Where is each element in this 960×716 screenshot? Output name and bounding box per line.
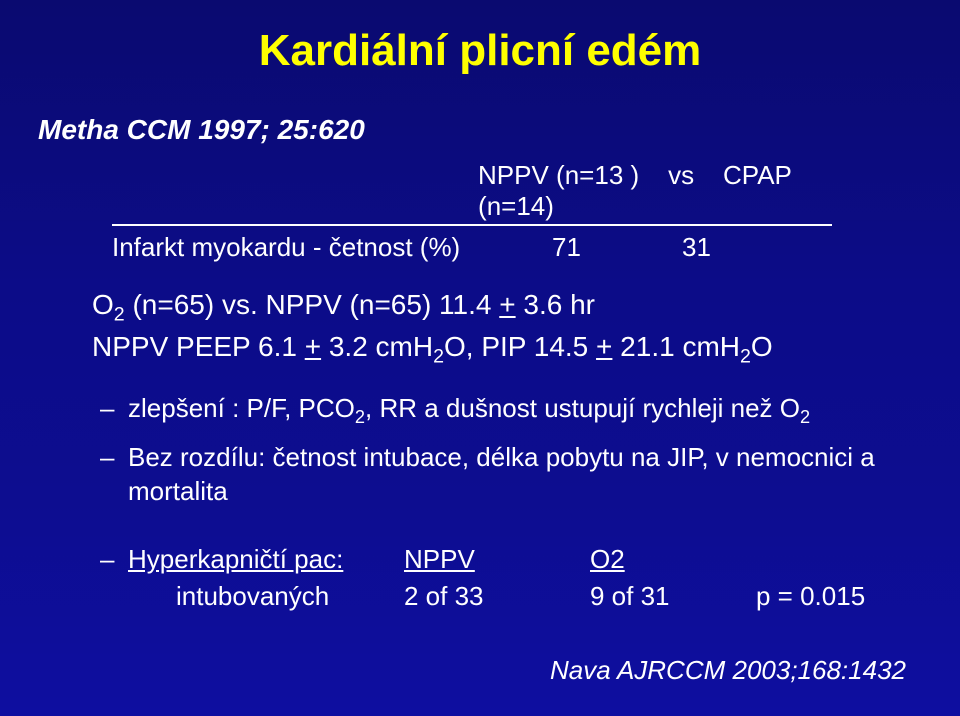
table-rule bbox=[112, 224, 832, 226]
mid-o: O bbox=[92, 289, 114, 320]
bullet-text: Bez rozdílu: četnost intubace, délka pob… bbox=[128, 441, 890, 508]
hyper-p: p = 0.015 bbox=[756, 581, 865, 612]
mid-pm3: + bbox=[596, 331, 612, 362]
mid-line-1: O2 (n=65) vs. NPPV (n=65) 11.4 + 3.6 hr bbox=[92, 286, 773, 328]
mid-2b-sub: 2 bbox=[433, 346, 444, 368]
hyper-v1: 2 of 33 bbox=[404, 581, 590, 612]
mid-2e: O bbox=[751, 331, 773, 362]
table-row: Infarkt myokardu - četnost (%) 71 31 bbox=[112, 232, 832, 263]
hyper-dash: – bbox=[100, 544, 128, 575]
bullet-dash: – bbox=[100, 441, 128, 508]
bullet-list: – zlepšení : P/F, PCO2, RR a dušnost ust… bbox=[100, 392, 890, 520]
table-row-v2: 31 bbox=[682, 232, 782, 263]
hyper-empty bbox=[100, 581, 128, 612]
b0-pre: zlepšení : P/F, PCO bbox=[128, 393, 355, 423]
citation-bottom: Nava AJRCCM 2003;168:1432 bbox=[550, 655, 906, 686]
mid-o-sub: 2 bbox=[114, 304, 125, 326]
b0-sub2: 2 bbox=[800, 407, 810, 427]
mid-2d-sub: 2 bbox=[740, 346, 751, 368]
bullet-dash: – bbox=[100, 392, 128, 429]
table-header-row: NPPV (n=13 ) vs CPAP (n=14) bbox=[112, 160, 832, 224]
mid-pm1: + bbox=[499, 289, 515, 320]
mid-block: O2 (n=65) vs. NPPV (n=65) 11.4 + 3.6 hr … bbox=[92, 286, 773, 370]
bullet-text: zlepšení : P/F, PCO2, RR a dušnost ustup… bbox=[128, 392, 810, 429]
mid-1b: (n=65) vs. NPPV (n=65) 11.4 bbox=[125, 289, 500, 320]
mid-1c: 3.6 hr bbox=[516, 289, 595, 320]
mid-2d: 21.1 cmH bbox=[612, 331, 740, 362]
list-item: – Bez rozdílu: četnost intubace, délka p… bbox=[100, 441, 890, 508]
table-header-groups: NPPV (n=13 ) vs CPAP (n=14) bbox=[478, 160, 832, 222]
mid-line-2: NPPV PEEP 6.1 + 3.2 cmH2O, PIP 14.5 + 21… bbox=[92, 328, 773, 370]
hyper-h3: O2 bbox=[590, 544, 756, 575]
citation-top: Metha CCM 1997; 25:620 bbox=[38, 114, 365, 146]
mid-pm2: + bbox=[305, 331, 321, 362]
mid-2a: NPPV PEEP 6.1 bbox=[92, 331, 305, 362]
b0-mid: , RR a dušnost ustupují rychleji než O bbox=[365, 393, 800, 423]
slide: Kardiální plicní edém Metha CCM 1997; 25… bbox=[0, 0, 960, 716]
hyper-v2: 9 of 31 bbox=[590, 581, 756, 612]
hyper-label: Hyperkapničtí pac: bbox=[128, 544, 404, 575]
hyper-h2: NPPV bbox=[404, 544, 590, 575]
hyper-row-label: intubovaných bbox=[128, 581, 404, 612]
table-row-label: Infarkt myokardu - četnost (%) bbox=[112, 232, 522, 263]
table-header-blank bbox=[112, 160, 478, 222]
hyper-block: – Hyperkapničtí pac: NPPV O2 intubovanýc… bbox=[100, 544, 900, 612]
page-title: Kardiální plicní edém bbox=[0, 26, 960, 76]
table-header-vs: vs bbox=[668, 160, 694, 190]
table-header-nppv: NPPV (n=13 ) bbox=[478, 160, 639, 190]
hyper-header-row: – Hyperkapničtí pac: NPPV O2 bbox=[100, 544, 900, 575]
mid-2b: 3.2 cmH bbox=[321, 331, 433, 362]
table-row-v1: 71 bbox=[522, 232, 682, 263]
data-table: NPPV (n=13 ) vs CPAP (n=14) Infarkt myok… bbox=[112, 160, 832, 263]
list-item: – zlepšení : P/F, PCO2, RR a dušnost ust… bbox=[100, 392, 890, 429]
b0-sub: 2 bbox=[355, 407, 365, 427]
mid-2c: O, PIP 14.5 bbox=[444, 331, 596, 362]
hyper-data-row: intubovaných 2 of 33 9 of 31 p = 0.015 bbox=[100, 581, 900, 612]
